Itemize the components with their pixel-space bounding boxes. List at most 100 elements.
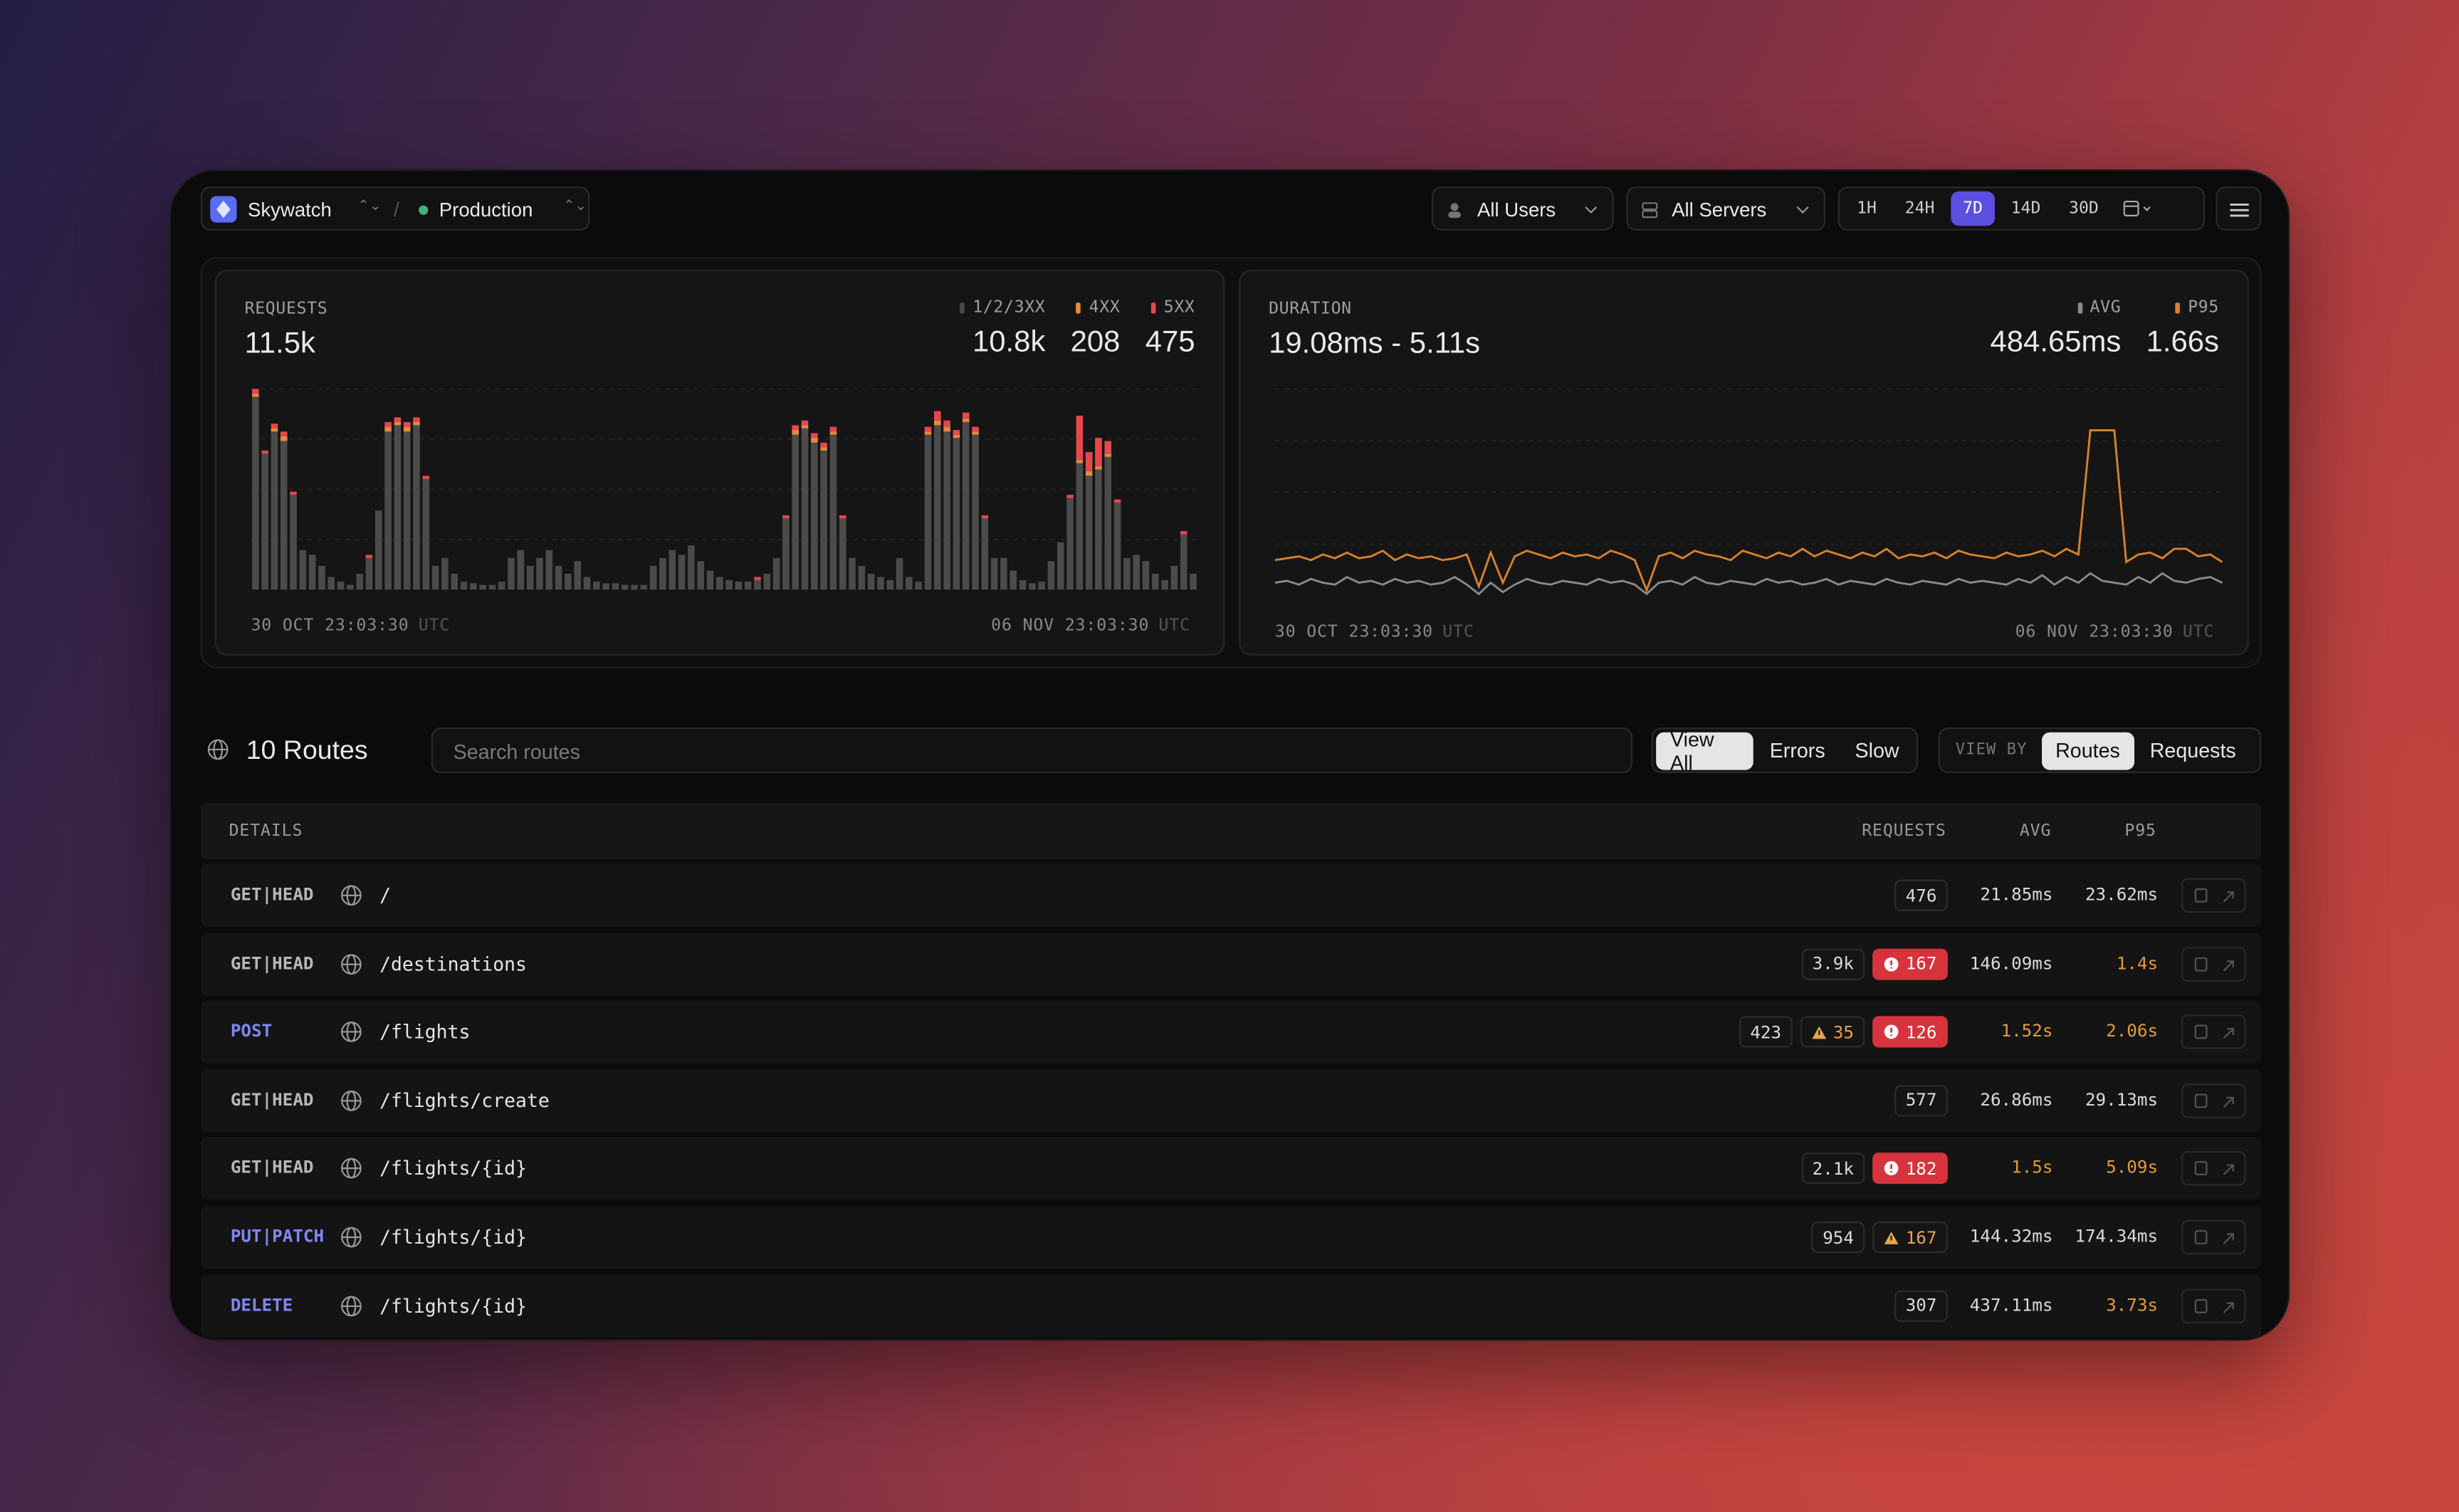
bar-segment [1095, 469, 1102, 590]
bar-segment [772, 557, 780, 590]
bar-segment [867, 574, 875, 590]
bar-segment [972, 434, 979, 590]
route-row[interactable]: GET|HEAD/flights/create 577 26.86ms 29.13ms [200, 1069, 2262, 1132]
bar-segment [290, 495, 297, 590]
project-switcher[interactable]: Skywatch ⌃⌄ / Production ⌃⌄ [200, 187, 590, 231]
bar-segment [896, 557, 903, 590]
method: GET|HEAD [230, 1089, 314, 1111]
bar-segment [280, 431, 288, 436]
timezone: UTC [2182, 622, 2215, 641]
range-button[interactable]: 24H [1904, 199, 1935, 219]
bar-segment [962, 419, 970, 422]
route-row[interactable]: GET|HEAD/destinations 3.9k 167 146.09ms 1.4s [200, 932, 2262, 995]
bar-segment [981, 515, 989, 519]
bar-segment [280, 441, 288, 590]
route-row[interactable]: DELETE/flights/{id} 307 437.11ms 3.73s [200, 1274, 2262, 1338]
app-name: Skywatch [248, 199, 332, 221]
server-icon [1642, 202, 1658, 219]
bar-segment [365, 555, 373, 558]
bar-segment [990, 557, 998, 590]
bar-segment [470, 583, 477, 590]
view-by-tab[interactable]: Routes [2041, 731, 2134, 770]
bar-segment [394, 425, 402, 590]
filter-tab[interactable]: View All [1656, 727, 1754, 774]
request-badges: 954 167 [1811, 1221, 1948, 1254]
bar-segment [441, 557, 449, 590]
warning-icon [1884, 1231, 1899, 1244]
line-series [1274, 572, 2223, 596]
range-button[interactable]: 30D [2069, 199, 2099, 219]
users-filter[interactable]: All Users [1432, 187, 1614, 231]
row-actions[interactable] [2181, 1219, 2246, 1255]
bar-segment [1095, 438, 1102, 467]
bar-segment [886, 579, 894, 590]
row-actions[interactable] [2181, 946, 2246, 982]
app-icon [210, 196, 237, 223]
column-header: REQUESTS [1862, 821, 1946, 841]
servers-filter[interactable]: All Servers [1626, 187, 1826, 231]
menu-button[interactable] [2216, 187, 2262, 231]
bar-segment [934, 420, 941, 426]
filter-tab[interactable]: Slow [1855, 738, 1899, 762]
bar-segment [365, 557, 373, 590]
bar-segment [1085, 476, 1093, 590]
bar-segment [1123, 557, 1131, 590]
row-actions[interactable] [2181, 1014, 2246, 1050]
timestamp: 06 NOV 23:03:30 [991, 616, 1150, 636]
bar-segment [839, 518, 846, 590]
bar-segment [829, 426, 837, 432]
range-button[interactable]: 7D [1950, 191, 1996, 226]
row-actions[interactable] [2181, 1083, 2246, 1118]
warnings-count: 167 [1905, 1227, 1937, 1248]
range-button[interactable]: 14D [2010, 199, 2041, 219]
bar-segment [953, 438, 960, 590]
route-row[interactable]: PUT|PATCH/flights/{id} 954 167 144.32ms 174.… [200, 1205, 2262, 1269]
route-row[interactable]: GET|HEAD/flights/{id} 2.1k 182 1.5s 5.09s [200, 1137, 2262, 1201]
row-actions[interactable] [2181, 1288, 2246, 1323]
requests-badge: 954 [1811, 1221, 1865, 1254]
bar-segment [1076, 460, 1084, 463]
legend-item: AVG 484.65ms [1991, 298, 2122, 361]
legend-name: P95 [2188, 298, 2219, 317]
route-row[interactable]: GET|HEAD / 476 21.85ms 23.62ms [200, 863, 2262, 927]
bar-segment [801, 425, 809, 429]
row-actions[interactable] [2181, 1151, 2246, 1187]
bar-segment [375, 510, 382, 590]
search-input[interactable]: Search routes [431, 728, 1633, 773]
request-badges: 476 [1894, 879, 1948, 911]
legend-swatch [2077, 302, 2082, 313]
requests-badge: 577 [1894, 1084, 1948, 1116]
bar-segment [1038, 582, 1045, 590]
bar-segment [422, 476, 430, 479]
route-row[interactable]: POST/flights 423 35 126 1.52s 2.06s [200, 1000, 2262, 1064]
calendar-button[interactable] [2114, 191, 2164, 226]
bar-segment [1085, 471, 1093, 476]
line-series [1274, 429, 2223, 594]
filter-tab[interactable]: Errors [1769, 738, 1825, 762]
globe-icon [341, 885, 362, 906]
view-by-tab[interactable]: Requests [2149, 738, 2236, 762]
bar-segment [384, 421, 392, 427]
users-filter-label: All Users [1477, 199, 1556, 221]
route-path: /destinations [379, 952, 527, 975]
legend-item: 4XX 208 [1071, 298, 1121, 361]
bar-segment [1113, 499, 1121, 503]
bar-segment [602, 583, 609, 590]
bar-segment [1113, 503, 1121, 590]
row-actions[interactable] [2181, 878, 2246, 913]
bar-segment [290, 491, 297, 495]
timestamp: 06 NOV 23:03:30 [2015, 622, 2174, 641]
warnings-count: 35 [1833, 1022, 1854, 1043]
x-start-label: 30 OCT 23:03:30 UTC [251, 616, 450, 635]
time-range-group: 1H 24H 7D 14D 30D [1837, 187, 2206, 231]
warnings-badge: 35 [1800, 1016, 1865, 1048]
bar-segment [384, 426, 392, 432]
routes-count: 10 Routes [246, 735, 368, 765]
bar-segment [924, 431, 932, 435]
bar-segment [953, 430, 960, 435]
requests-badge: 423 [1739, 1016, 1793, 1048]
range-button[interactable]: 1H [1857, 199, 1877, 219]
legend-swatch [1151, 302, 1156, 313]
bar-segment [792, 434, 799, 590]
requests-badge: 476 [1894, 879, 1948, 911]
